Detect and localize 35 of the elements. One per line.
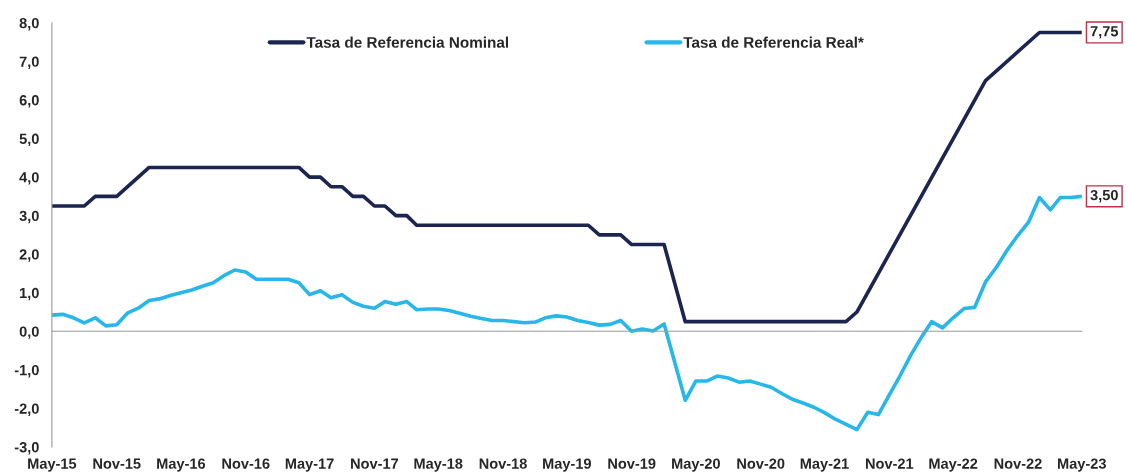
annotation: 3,50: [1090, 189, 1118, 203]
x-tick-label: Nov-20: [737, 458, 785, 469]
x-tick-label: May-23: [1058, 458, 1106, 472]
y-tick-label: 4,0: [19, 172, 39, 185]
x-tick-label: May-22: [929, 458, 978, 472]
line-series: [51, 194, 1082, 432]
y-tick-label: 8,0: [19, 17, 39, 31]
x-tick-label: May-16: [157, 458, 206, 472]
y-tick-label: 7,0: [19, 56, 39, 69]
x-tick-label: May-15: [28, 458, 77, 472]
x-tick-label: Nov-22: [994, 458, 1042, 469]
x-tick-label: May-21: [800, 458, 849, 472]
x-tick-label: May-19: [543, 458, 591, 472]
line-series: [51, 30, 1082, 324]
legend-label: Tasa de Referencia Nominal: [306, 36, 509, 48]
y-tick-label: -2,0: [14, 403, 39, 416]
x-tick-label: Nov-21: [865, 458, 914, 469]
y-tick-label: 1,0: [20, 287, 39, 301]
y-tick-label: 3,0: [19, 210, 39, 224]
x-tick-label: Nov-19: [608, 458, 656, 469]
y-tick-label: 0,0: [19, 326, 39, 339]
x-tick-label: Nov-16: [222, 458, 270, 469]
x-tick-label: May-17: [285, 458, 334, 472]
y-tick-label: -1,0: [14, 364, 39, 378]
x-tick-label: May-20: [672, 458, 720, 472]
y-tick-label: 2,0: [19, 249, 39, 262]
legend-label: Tasa de Referencia Real*: [683, 36, 864, 48]
x-tick-label: Nov-15: [93, 458, 141, 469]
x-tick-label: Nov-17: [351, 458, 399, 469]
annotation: 7,75: [1090, 26, 1119, 39]
y-tick-label: -3,0: [14, 442, 39, 455]
x-tick-label: May-18: [414, 458, 463, 472]
x-tick-label: Nov-18: [479, 458, 527, 469]
y-tick-label: 5,0: [19, 133, 39, 147]
y-tick-label: 6,0: [19, 95, 39, 108]
